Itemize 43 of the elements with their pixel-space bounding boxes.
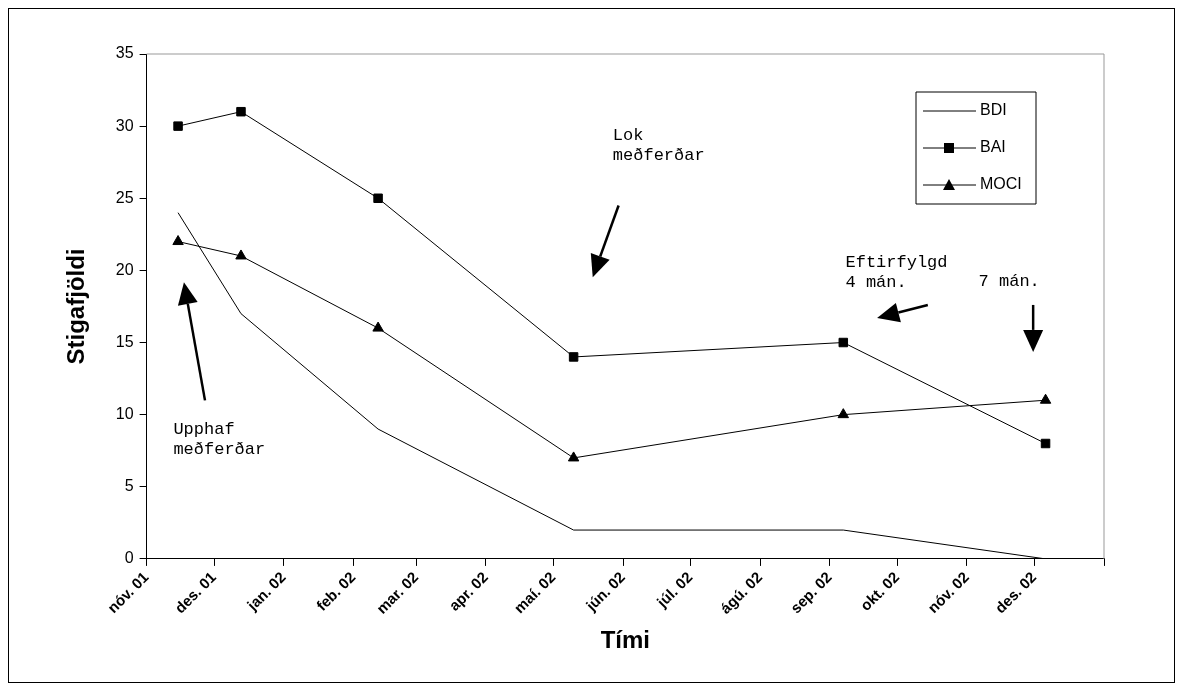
y-tick-label: 35 — [115, 44, 134, 62]
x-tick-label: jan. 02 — [242, 568, 289, 615]
point — [172, 235, 184, 246]
x-tick-label: apr. 02 — [445, 568, 492, 614]
y-tick-label: 0 — [124, 549, 134, 567]
x-tick-label: nóv. 01 — [103, 568, 152, 617]
x-tick-label: des. 02 — [991, 568, 1040, 617]
y-tick-label: 15 — [115, 332, 134, 350]
y-tick-label: 25 — [115, 188, 134, 206]
point — [1039, 393, 1052, 404]
annotation: 7 mán. — [978, 272, 1040, 292]
annotation: Upphaf meðferðar — [173, 419, 266, 459]
x-tick-label: maí. 02 — [510, 568, 559, 617]
point — [373, 193, 383, 203]
x-tick-label: des. 01 — [171, 568, 220, 617]
x-tick-label: okt. 02 — [856, 568, 903, 614]
x-axis-title: Tími — [600, 626, 650, 654]
point — [235, 249, 247, 260]
point — [1040, 438, 1051, 449]
y-axis-title: Stigafjöldi — [62, 248, 90, 365]
legend-label: BDI — [980, 101, 1007, 119]
x-tick-label: nóv. 02 — [924, 568, 972, 617]
legend-label: BAI — [980, 138, 1006, 156]
point — [173, 121, 183, 131]
x-tick-label: sep. 02 — [786, 568, 835, 617]
x-tick-label: mar. 02 — [372, 568, 422, 617]
x-tick-label: jún. 02 — [581, 568, 629, 615]
annotation: Lok meðferðar — [612, 125, 705, 165]
y-tick-label: 5 — [124, 477, 134, 495]
annotation: Eftirfylgd 4 mán. — [845, 252, 948, 292]
point — [838, 337, 849, 348]
point — [568, 352, 579, 362]
x-tick-label: júl. 02 — [652, 568, 696, 612]
point — [837, 408, 849, 419]
legend-label: MOCI — [980, 175, 1022, 193]
point — [372, 321, 384, 332]
point — [236, 106, 246, 117]
y-tick-label: 30 — [115, 116, 134, 134]
x-tick-label: ágú. 02 — [716, 568, 766, 617]
x-tick-label: feb. 02 — [312, 568, 359, 614]
point — [567, 451, 580, 462]
y-tick-label: 20 — [115, 260, 134, 278]
y-tick-label: 10 — [115, 405, 134, 423]
